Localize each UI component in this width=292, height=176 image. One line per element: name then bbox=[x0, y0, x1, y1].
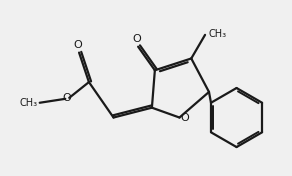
Text: O: O bbox=[180, 112, 189, 122]
Text: CH₃: CH₃ bbox=[208, 29, 226, 39]
Text: O: O bbox=[62, 93, 71, 103]
Text: CH₃: CH₃ bbox=[20, 98, 38, 108]
Text: O: O bbox=[133, 34, 142, 44]
Text: O: O bbox=[74, 40, 82, 50]
